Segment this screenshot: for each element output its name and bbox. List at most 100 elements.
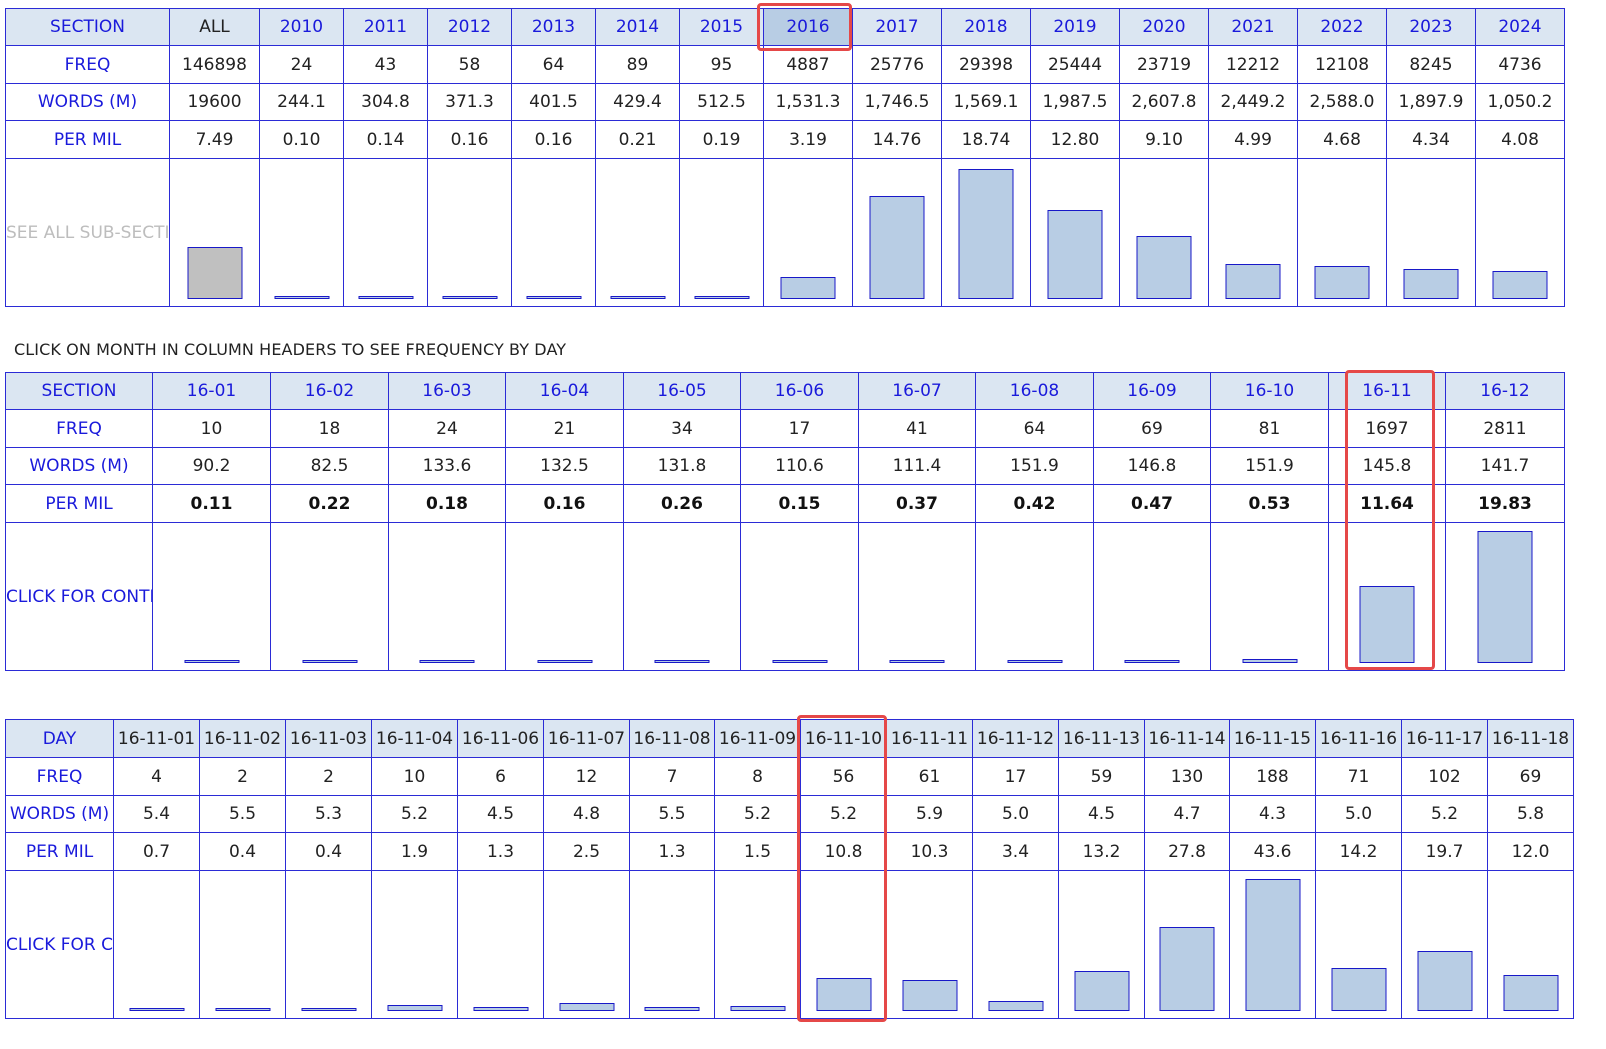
month-header-16-01[interactable]: 16-01	[152, 372, 271, 410]
year-header-2020[interactable]: 2020	[1119, 8, 1209, 46]
bar-cell[interactable]	[972, 870, 1059, 1019]
month-header-16-12[interactable]: 16-12	[1445, 372, 1565, 410]
frequency-bar[interactable]	[1047, 210, 1103, 299]
frequency-bar[interactable]	[473, 1007, 528, 1011]
bar-cell[interactable]	[623, 522, 741, 671]
bar-cell[interactable]	[1208, 158, 1298, 307]
bar-cell[interactable]	[1229, 870, 1316, 1019]
day-header-16-11-12[interactable]: 16-11-12	[972, 719, 1059, 758]
bar-cell[interactable]	[457, 870, 544, 1019]
click-for-context-link[interactable]: CLICK FOR CONTEXT	[5, 870, 114, 1019]
frequency-bar[interactable]	[902, 980, 957, 1011]
bar-cell[interactable]	[1386, 158, 1476, 307]
frequency-bar[interactable]	[869, 196, 925, 299]
frequency-bar[interactable]	[187, 247, 242, 299]
frequency-bar[interactable]	[537, 660, 592, 663]
bar-cell[interactable]	[852, 158, 942, 307]
frequency-bar[interactable]	[559, 1003, 614, 1011]
year-header-2019[interactable]: 2019	[1030, 8, 1120, 46]
day-header-16-11-08[interactable]: 16-11-08	[629, 719, 715, 758]
frequency-bar[interactable]	[816, 978, 871, 1011]
frequency-bar[interactable]	[387, 1005, 442, 1011]
bar-cell[interactable]	[1144, 870, 1230, 1019]
frequency-bar[interactable]	[1359, 586, 1415, 663]
frequency-bar[interactable]	[958, 169, 1014, 299]
bar-cell[interactable]	[511, 158, 596, 307]
bar-cell[interactable]	[714, 870, 801, 1019]
bar-cell[interactable]	[1119, 158, 1209, 307]
month-header-16-05[interactable]: 16-05	[623, 372, 741, 410]
day-header-16-11-03[interactable]: 16-11-03	[285, 719, 372, 758]
frequency-bar[interactable]	[772, 660, 827, 663]
bar-cell[interactable]	[1401, 870, 1488, 1019]
bar-cell[interactable]	[629, 870, 715, 1019]
bar-cell[interactable]	[543, 870, 630, 1019]
frequency-bar[interactable]	[184, 660, 239, 663]
frequency-bar[interactable]	[1331, 968, 1386, 1011]
frequency-bar[interactable]	[654, 660, 710, 663]
day-header-16-11-06[interactable]: 16-11-06	[457, 719, 544, 758]
month-header-16-04[interactable]: 16-04	[505, 372, 624, 410]
frequency-bar[interactable]	[1417, 951, 1472, 1011]
bar-cell[interactable]	[740, 522, 859, 671]
frequency-bar[interactable]	[694, 296, 749, 299]
bar-cell[interactable]	[858, 522, 976, 671]
bar-cell[interactable]	[975, 522, 1094, 671]
bar-cell[interactable]	[199, 870, 286, 1019]
day-header-16-11-11[interactable]: 16-11-11	[886, 719, 973, 758]
month-header-16-03[interactable]: 16-03	[388, 372, 506, 410]
bar-cell[interactable]	[343, 158, 428, 307]
bar-cell[interactable]	[800, 870, 887, 1019]
bar-cell[interactable]	[1315, 870, 1402, 1019]
bar-cell[interactable]	[1210, 522, 1329, 671]
frequency-bar[interactable]	[1492, 271, 1548, 299]
bar-cell[interactable]	[371, 870, 458, 1019]
see-all-subsections-link[interactable]: SEE ALL SUB-SECTIONS AT ONCE	[5, 158, 170, 307]
month-header-16-06[interactable]: 16-06	[740, 372, 859, 410]
click-for-context-link[interactable]: CLICK FOR CONTEXT	[5, 522, 153, 671]
day-header-16-11-10[interactable]: 16-11-10	[800, 719, 887, 758]
month-header-16-09[interactable]: 16-09	[1093, 372, 1211, 410]
frequency-bar[interactable]	[301, 1008, 356, 1011]
bar-cell[interactable]	[427, 158, 512, 307]
bar-cell[interactable]	[1030, 158, 1120, 307]
frequency-bar[interactable]	[644, 1007, 700, 1011]
month-header-16-10[interactable]: 16-10	[1210, 372, 1329, 410]
year-header-2024[interactable]: 2024	[1475, 8, 1565, 46]
day-header-16-11-17[interactable]: 16-11-17	[1401, 719, 1488, 758]
bar-cell[interactable]	[259, 158, 344, 307]
year-header-2010[interactable]: 2010	[259, 8, 344, 46]
frequency-bar[interactable]	[1124, 660, 1180, 663]
frequency-bar[interactable]	[889, 660, 945, 663]
day-header-16-11-04[interactable]: 16-11-04	[371, 719, 458, 758]
year-header-2017[interactable]: 2017	[852, 8, 942, 46]
year-header-2014[interactable]: 2014	[595, 8, 680, 46]
month-header-16-02[interactable]: 16-02	[270, 372, 389, 410]
year-header-2022[interactable]: 2022	[1297, 8, 1387, 46]
frequency-bar[interactable]	[1225, 264, 1281, 299]
day-header-16-11-01[interactable]: 16-11-01	[113, 719, 200, 758]
bar-cell[interactable]	[1297, 158, 1387, 307]
bar-cell[interactable]	[285, 870, 372, 1019]
frequency-bar[interactable]	[1403, 269, 1459, 299]
year-header-2015[interactable]: 2015	[679, 8, 764, 46]
year-header-all[interactable]: ALL	[169, 8, 260, 46]
frequency-bar[interactable]	[1074, 971, 1129, 1011]
day-header-16-11-16[interactable]: 16-11-16	[1315, 719, 1402, 758]
frequency-bar[interactable]	[1159, 927, 1215, 1011]
bar-cell[interactable]	[152, 522, 271, 671]
day-header-16-11-09[interactable]: 16-11-09	[714, 719, 801, 758]
bar-cell[interactable]	[169, 158, 260, 307]
bar-cell[interactable]	[886, 870, 973, 1019]
frequency-bar[interactable]	[780, 277, 836, 299]
month-header-16-07[interactable]: 16-07	[858, 372, 976, 410]
frequency-bar[interactable]	[1245, 879, 1300, 1011]
bar-cell[interactable]	[763, 158, 853, 307]
day-header-16-11-02[interactable]: 16-11-02	[199, 719, 286, 758]
bar-cell[interactable]	[1058, 870, 1145, 1019]
month-header-16-08[interactable]: 16-08	[975, 372, 1094, 410]
frequency-bar[interactable]	[302, 660, 357, 663]
year-header-2021[interactable]: 2021	[1208, 8, 1298, 46]
frequency-bar[interactable]	[215, 1008, 270, 1011]
bar-cell[interactable]	[1328, 522, 1446, 671]
